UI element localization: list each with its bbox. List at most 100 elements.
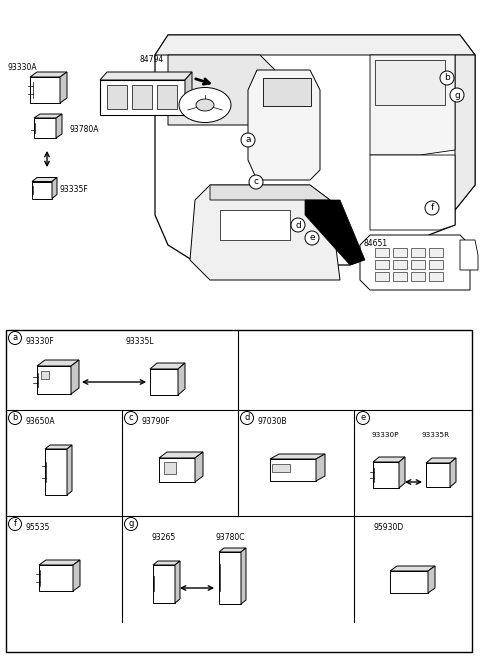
Polygon shape	[399, 457, 405, 488]
Polygon shape	[373, 457, 405, 462]
Polygon shape	[178, 363, 185, 395]
Text: 84651: 84651	[363, 239, 387, 249]
Text: 93265: 93265	[152, 533, 176, 543]
Polygon shape	[32, 178, 57, 182]
Text: d: d	[244, 413, 250, 422]
FancyBboxPatch shape	[411, 260, 425, 269]
FancyBboxPatch shape	[429, 272, 443, 281]
FancyBboxPatch shape	[263, 78, 311, 106]
Text: g: g	[128, 520, 134, 529]
FancyBboxPatch shape	[393, 272, 407, 281]
Polygon shape	[39, 565, 73, 591]
Polygon shape	[426, 458, 456, 463]
Circle shape	[124, 518, 137, 531]
Polygon shape	[426, 463, 450, 487]
Polygon shape	[37, 360, 79, 366]
FancyBboxPatch shape	[375, 272, 389, 281]
Text: 93335L: 93335L	[126, 337, 155, 346]
Polygon shape	[241, 548, 246, 604]
Polygon shape	[39, 560, 80, 565]
Text: 93330P: 93330P	[372, 432, 399, 438]
Polygon shape	[373, 462, 399, 488]
Circle shape	[450, 88, 464, 102]
Polygon shape	[71, 360, 79, 394]
Polygon shape	[60, 72, 67, 103]
Polygon shape	[150, 369, 178, 395]
FancyBboxPatch shape	[429, 248, 443, 257]
Text: b: b	[12, 413, 18, 422]
Polygon shape	[153, 565, 175, 603]
Polygon shape	[195, 452, 203, 482]
Polygon shape	[37, 366, 71, 394]
Circle shape	[357, 411, 370, 424]
Circle shape	[240, 411, 253, 424]
Polygon shape	[370, 155, 455, 230]
Text: e: e	[309, 234, 315, 243]
Polygon shape	[159, 452, 203, 458]
Text: 95930D: 95930D	[374, 522, 404, 531]
Circle shape	[124, 411, 137, 424]
FancyBboxPatch shape	[393, 248, 407, 257]
Polygon shape	[370, 55, 455, 155]
Polygon shape	[185, 72, 192, 115]
Polygon shape	[45, 449, 67, 495]
FancyBboxPatch shape	[132, 85, 152, 109]
Polygon shape	[168, 55, 275, 125]
Polygon shape	[450, 458, 456, 487]
Polygon shape	[219, 548, 246, 552]
Polygon shape	[455, 55, 475, 210]
Text: b: b	[444, 73, 450, 83]
Circle shape	[9, 411, 22, 424]
Polygon shape	[52, 178, 57, 199]
FancyBboxPatch shape	[429, 260, 443, 269]
FancyBboxPatch shape	[41, 371, 49, 379]
Polygon shape	[159, 458, 195, 482]
Text: a: a	[245, 136, 251, 144]
Circle shape	[241, 133, 255, 147]
Ellipse shape	[179, 87, 231, 123]
Circle shape	[9, 331, 22, 344]
FancyBboxPatch shape	[157, 85, 177, 109]
Polygon shape	[56, 114, 62, 138]
Polygon shape	[360, 235, 470, 290]
Polygon shape	[175, 561, 180, 603]
Text: g: g	[454, 91, 460, 100]
Polygon shape	[248, 70, 320, 180]
Polygon shape	[390, 566, 435, 571]
Text: f: f	[13, 520, 16, 529]
Text: 97030B: 97030B	[258, 417, 288, 426]
FancyBboxPatch shape	[164, 462, 176, 474]
FancyBboxPatch shape	[220, 210, 290, 240]
Circle shape	[305, 231, 319, 245]
Text: 93335R: 93335R	[422, 432, 450, 438]
Text: f: f	[431, 203, 433, 213]
Polygon shape	[73, 560, 80, 591]
FancyBboxPatch shape	[375, 60, 445, 105]
FancyBboxPatch shape	[411, 272, 425, 281]
Text: 93335F: 93335F	[60, 186, 89, 194]
FancyBboxPatch shape	[375, 260, 389, 269]
Polygon shape	[270, 454, 325, 459]
Polygon shape	[390, 571, 428, 593]
Polygon shape	[30, 72, 67, 77]
Polygon shape	[155, 35, 475, 55]
Polygon shape	[270, 459, 316, 481]
Ellipse shape	[196, 99, 214, 111]
Text: d: d	[295, 220, 301, 230]
Polygon shape	[150, 363, 185, 369]
Text: 93650A: 93650A	[26, 417, 56, 426]
Circle shape	[425, 201, 439, 215]
Polygon shape	[100, 72, 192, 80]
Text: 93330F: 93330F	[26, 337, 55, 346]
Polygon shape	[45, 445, 72, 449]
Circle shape	[291, 218, 305, 232]
FancyBboxPatch shape	[411, 248, 425, 257]
Polygon shape	[67, 445, 72, 495]
Polygon shape	[428, 566, 435, 593]
Polygon shape	[34, 118, 56, 138]
FancyBboxPatch shape	[375, 248, 389, 257]
Polygon shape	[219, 552, 241, 604]
Text: 93780A: 93780A	[70, 125, 99, 134]
Text: e: e	[360, 413, 366, 422]
Circle shape	[249, 175, 263, 189]
